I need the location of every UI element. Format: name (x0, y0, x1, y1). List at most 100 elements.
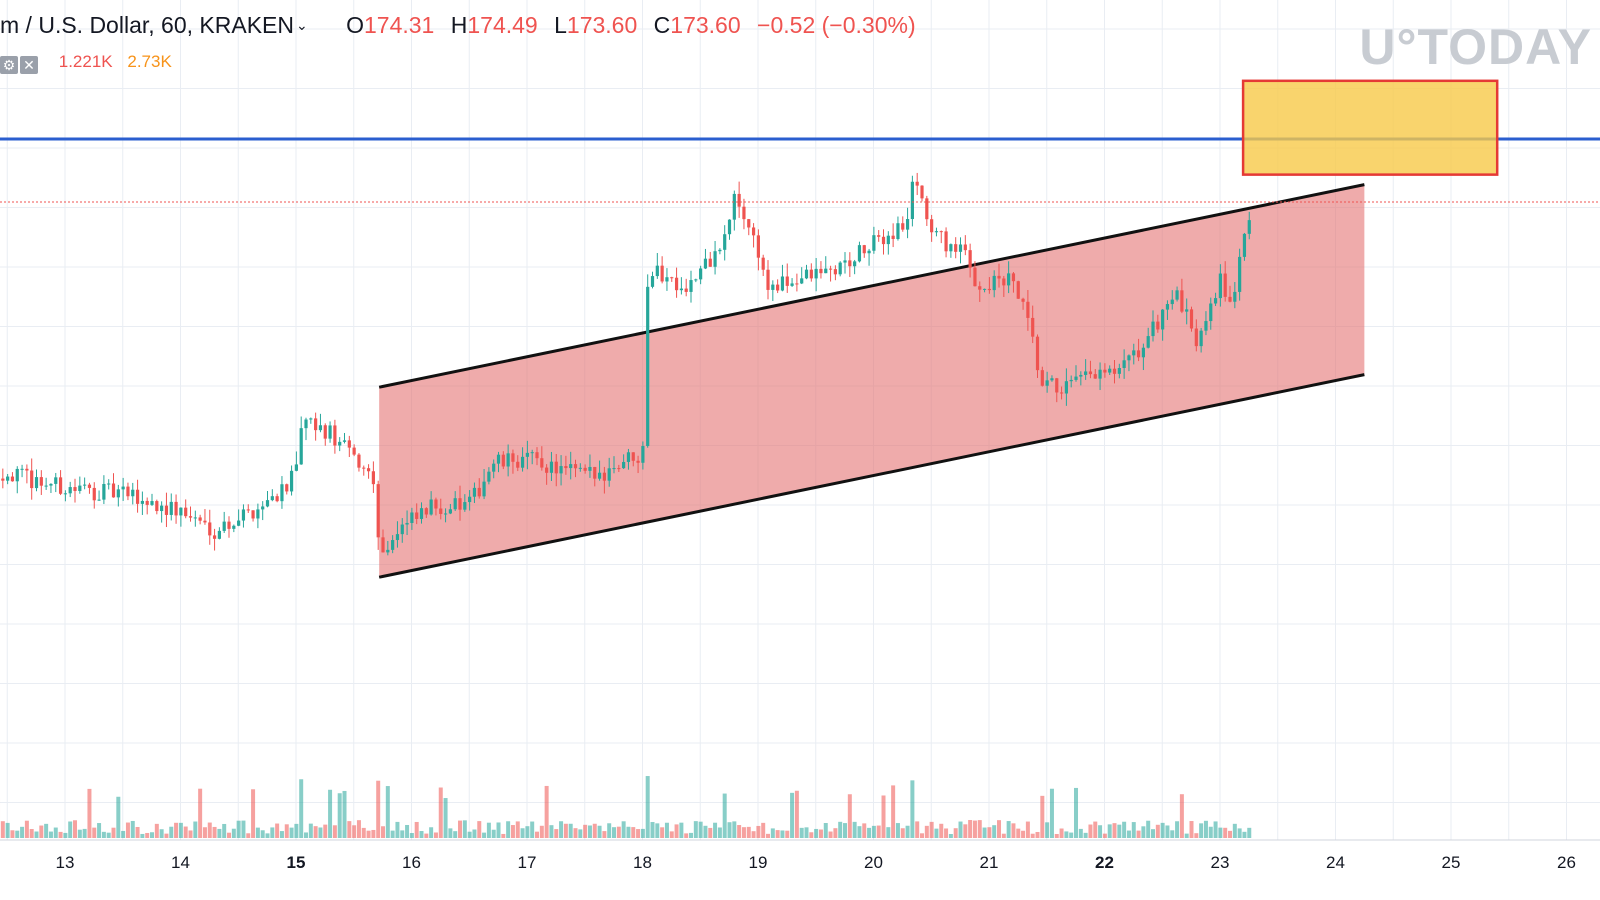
volume-bar (5, 822, 10, 838)
candle-body (458, 498, 462, 510)
volume-bar (227, 832, 232, 838)
volume-bars (0, 776, 1252, 838)
candle-body (261, 506, 265, 510)
candle-body (164, 505, 169, 515)
volume-bar (1112, 823, 1117, 838)
volume-bar (381, 826, 386, 838)
x-axis: 13 14 15 16 17 18 19 20 21 22 23 24 25 26 (0, 839, 1600, 872)
candle-body (655, 265, 659, 277)
symbol-title[interactable]: m / U.S. Dollar, 60, KRAKEN (0, 12, 294, 38)
candle-body (304, 419, 308, 429)
candle-body (583, 467, 587, 471)
candle-body (588, 466, 592, 471)
channel-upper-line (378, 183, 1365, 389)
candle-body (1194, 328, 1198, 347)
candle-body (516, 461, 520, 468)
candle-body (251, 510, 255, 519)
volume-bar (1069, 832, 1074, 838)
volume-bar (414, 821, 419, 838)
volume-bar (1126, 830, 1131, 838)
volume-bar (1218, 827, 1223, 838)
volume-bar (857, 826, 862, 838)
volume-bar (1107, 824, 1112, 838)
candle-body (241, 509, 246, 521)
x-tick-label: 26 (1557, 853, 1576, 872)
candle-body (694, 279, 698, 281)
volume-bar (0, 821, 5, 838)
volume-bar (371, 829, 376, 838)
candle-body (520, 456, 525, 468)
candle-body (116, 489, 120, 498)
candle-body (771, 284, 775, 290)
volume-bar (823, 823, 828, 838)
volume-bar (140, 833, 145, 838)
candle-body (963, 244, 967, 251)
volume-bar (780, 830, 785, 838)
volume-bar (563, 823, 568, 838)
volume-bar (1155, 824, 1160, 838)
chevron-down-icon[interactable]: ⌄ (295, 17, 308, 33)
volume-bar (352, 825, 357, 838)
candle-body (1161, 309, 1165, 330)
close-icon[interactable]: ✕ (20, 56, 38, 74)
candle-body (636, 460, 640, 463)
volume-bar (390, 830, 395, 838)
candle-body (756, 235, 760, 258)
settings-icon[interactable]: ⚙ (0, 56, 18, 74)
volume-bar (939, 823, 944, 838)
candle-body (1108, 368, 1112, 373)
volume-bar (703, 825, 708, 838)
candle-body (737, 193, 741, 207)
volume-bar (891, 785, 896, 838)
candle-body (872, 235, 876, 251)
candle-body (631, 452, 635, 461)
candle-body (227, 521, 231, 529)
candle-body (145, 500, 149, 505)
candle-body (246, 509, 250, 511)
volume-bar (515, 821, 520, 838)
candle-body (275, 496, 279, 502)
candlesticks (1, 172, 1251, 556)
candle-body (853, 261, 857, 267)
candle-body (862, 245, 866, 254)
volume-bar (328, 789, 333, 838)
candle-body (776, 284, 780, 291)
volume-bar (1006, 821, 1011, 838)
volume-bar (294, 823, 299, 838)
volume-bar (101, 831, 106, 838)
volume-bar (602, 831, 607, 838)
volume-bar (501, 833, 506, 838)
candle-body (212, 535, 217, 539)
watermark-logo: U°TODAY (1359, 19, 1592, 75)
candle-body (867, 250, 871, 254)
volume-bar (1179, 794, 1184, 838)
volume-bar (275, 823, 280, 838)
volume-bar (453, 831, 458, 838)
volume-bar (178, 822, 183, 838)
volume-bar (482, 832, 487, 838)
candle-body (1136, 350, 1141, 358)
volume-bar (1208, 826, 1213, 838)
candle-body (1180, 290, 1184, 312)
candle-body (140, 500, 144, 504)
volume-bar (419, 831, 424, 838)
volume-bar (342, 790, 347, 838)
candle-body (419, 508, 424, 519)
candle-body (622, 461, 626, 469)
candle-body (670, 277, 674, 279)
candle-body (150, 501, 154, 505)
candle-body (549, 461, 554, 473)
candle-body (328, 425, 332, 439)
candle-body (804, 269, 809, 279)
volume-bar (554, 829, 559, 838)
volume-bar (530, 821, 535, 838)
candle-body (525, 452, 529, 457)
candle-body (1040, 370, 1044, 386)
candle-body (761, 257, 765, 270)
channel-fill (379, 184, 1365, 578)
candle-body (881, 236, 886, 245)
candle-body (453, 498, 457, 510)
channel-lower-line (378, 373, 1365, 579)
volume-bar (448, 828, 453, 838)
volume-bar (63, 832, 68, 838)
